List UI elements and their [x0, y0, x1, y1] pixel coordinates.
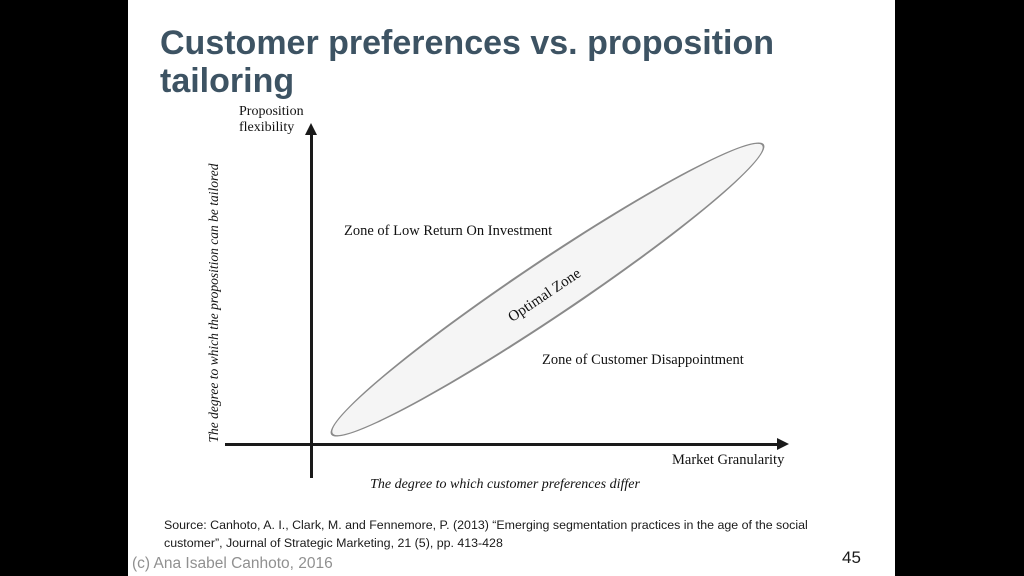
letterbox-left-bar [0, 0, 128, 576]
copyright-note: (c) Ana Isabel Canhoto, 2016 [132, 555, 333, 572]
letterbox-right-bar [895, 0, 1024, 576]
source-citation: Source: Canhoto, A. I., Clark, M. and Fe… [164, 518, 808, 550]
x-axis-title: Market Granularity [672, 452, 785, 468]
zone-label-low-roi: Zone of Low Return On Investment [344, 223, 553, 239]
x-axis-caption: The degree to which customer preferences… [370, 477, 640, 492]
x-axis-line [225, 443, 779, 446]
zone-label-customer-disappointment: Zone of Customer Disappointment [542, 352, 744, 368]
slide-title: Customer preferences vs. proposition tai… [160, 24, 775, 100]
page-number: 45 [842, 548, 861, 567]
y-axis-title: Proposition flexibility [239, 104, 304, 135]
y-axis-arrow-up-icon [305, 123, 317, 135]
x-axis-arrow-right-icon [777, 438, 789, 450]
y-axis-line [310, 133, 313, 478]
y-axis-caption: The degree to which the proposition can … [206, 163, 221, 443]
